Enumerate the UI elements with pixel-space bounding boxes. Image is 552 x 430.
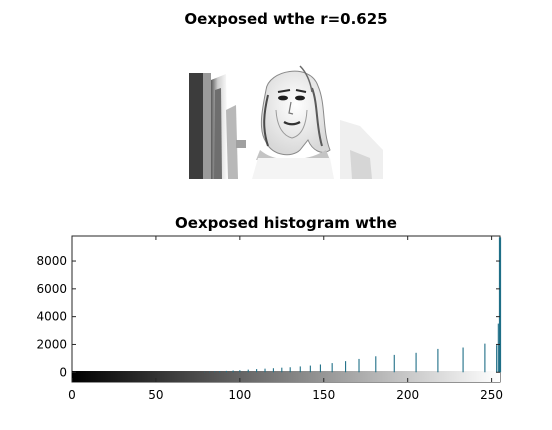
y-tick-label: 6000 <box>36 282 67 296</box>
histogram-axes <box>71 235 501 383</box>
x-tick-label: 200 <box>396 388 419 402</box>
portrait-image <box>189 65 383 179</box>
x-axis: 0 50 100 150 200 250 <box>68 236 503 402</box>
y-axis: 0 2000 4000 6000 8000 <box>36 254 500 379</box>
y-tick-label: 0 <box>59 365 67 379</box>
x-tick-label: 50 <box>148 388 163 402</box>
x-tick-label: 0 <box>68 388 76 402</box>
histogram-stems <box>204 237 502 373</box>
x-tick-label: 100 <box>228 388 251 402</box>
y-tick-label: 4000 <box>36 310 67 324</box>
y-tick-label: 8000 <box>36 254 67 268</box>
grayscale-colorbar <box>72 371 500 382</box>
chart-title: Oexposed histogram wthe <box>175 214 397 232</box>
x-tick-label: 150 <box>312 388 335 402</box>
image-title: Oexposed wthe r=0.625 <box>184 10 387 28</box>
plot-area <box>71 235 501 383</box>
x-tick-label: 250 <box>480 388 503 402</box>
y-tick-label: 2000 <box>36 337 67 351</box>
